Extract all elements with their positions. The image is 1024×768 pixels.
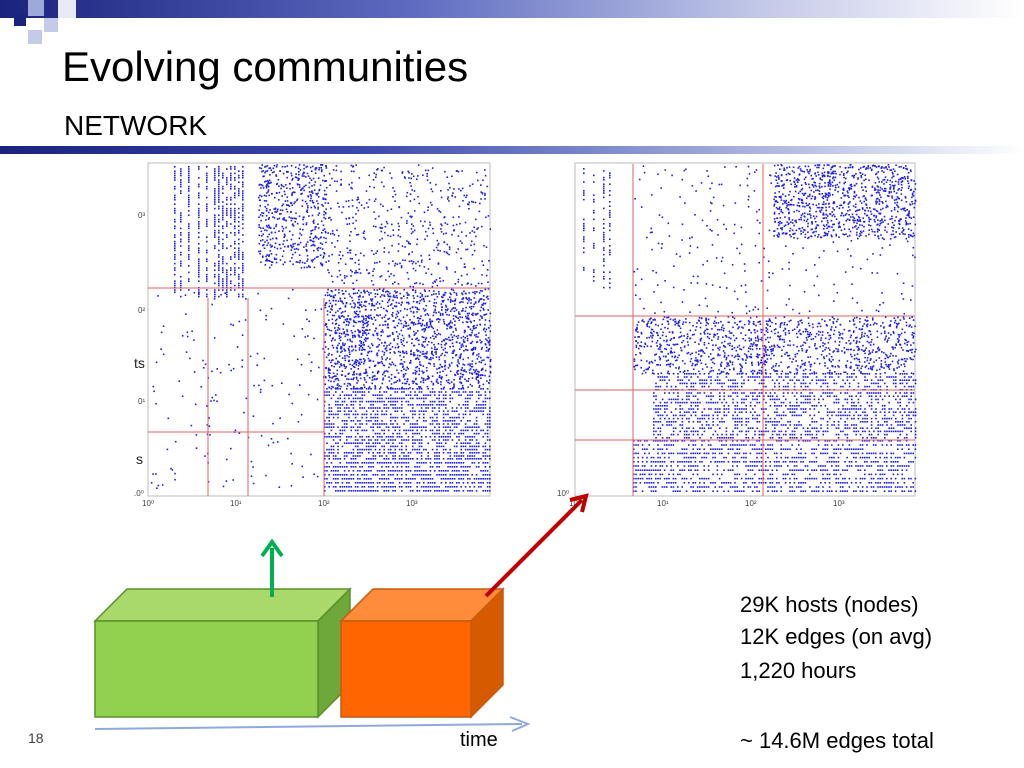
left-y-tick: 0³	[138, 211, 145, 220]
slide-title: Evolving communities	[62, 43, 469, 90]
left-y-tick: .0⁰	[134, 489, 144, 498]
left-x-tick: 10¹	[230, 499, 242, 508]
left-y-tick: 0²	[138, 306, 145, 315]
right-plot-grid-lines	[575, 164, 915, 496]
title-underline-bar	[0, 146, 1024, 154]
left-x-tick: 10⁰	[142, 499, 154, 508]
right-x-tick: 10⁰	[569, 499, 581, 508]
diagonal-arrow-icon	[569, 493, 589, 513]
time-axis-arrow-icon	[509, 716, 531, 732]
right-x-tick: 10¹	[657, 499, 669, 508]
logo-square-5	[28, 30, 42, 44]
stat-edges: 12K edges (on avg)	[740, 624, 933, 649]
logo-square-4	[58, 0, 76, 18]
left-adjacency-plot: 0³ 0² 0¹ .0⁰ ts s 10⁰ 10¹ 10² 10³	[128, 158, 493, 508]
left-plot-points	[150, 164, 492, 492]
green-box-top	[93, 588, 352, 622]
logo-square-1	[14, 14, 26, 26]
left-plot-grid-lines	[148, 287, 490, 496]
header-gradient-bar	[0, 0, 1024, 18]
right-y-tick: 10⁰	[557, 489, 569, 498]
left-x-tick: 10²	[318, 499, 330, 508]
green-box-front	[94, 620, 319, 718]
left-plot-svg: 0³ 0² 0¹ .0⁰ ts s 10⁰ 10¹ 10² 10³	[134, 162, 492, 508]
left-edge-label: ts	[134, 355, 145, 371]
right-x-tick: 10³	[833, 499, 845, 508]
time-axis-line	[94, 723, 523, 730]
left-x-tick: 10³	[406, 499, 418, 508]
right-x-tick: 10²	[745, 499, 757, 508]
right-plot-svg: 10⁰ 10⁰ 10¹ 10² 10³	[557, 162, 917, 508]
right-plot-points	[583, 164, 917, 492]
slide-subtitle: NETWORK	[64, 110, 208, 141]
page-number: 18	[28, 730, 44, 746]
stat-total-edges: ~ 14.6M edges total	[740, 728, 934, 753]
time-axis-label: time	[460, 729, 498, 751]
logo-square-2	[28, 0, 44, 16]
diagonal-arrow-shaft	[484, 498, 584, 598]
right-adjacency-plot: 10⁰ 10⁰ 10¹ 10² 10³	[553, 158, 918, 508]
left-edge-label: s	[136, 451, 143, 467]
left-y-tick: 0¹	[138, 397, 145, 406]
logo-square-3	[44, 18, 58, 32]
orange-box-front	[340, 620, 472, 718]
stat-hours: 1,220 hours	[740, 658, 857, 683]
up-arrow-icon	[260, 538, 284, 558]
stat-hosts: 29K hosts (nodes)	[740, 592, 919, 617]
